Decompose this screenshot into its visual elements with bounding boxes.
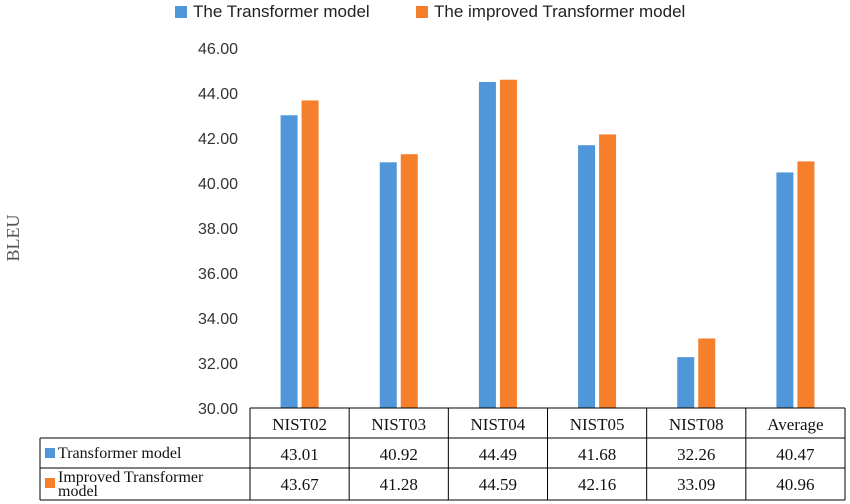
table-cell-value: 41.28: [380, 475, 418, 494]
category-label: NIST08: [669, 415, 724, 434]
table-cell-value: 41.68: [578, 445, 616, 464]
table-row-label: model: [58, 483, 99, 500]
legend-swatch-2: [416, 6, 428, 18]
data-table: NIST02 NIST03 NIST04 NIST05 NIST08 Average Tra…: [39, 407, 846, 501]
category-label: NIST05: [570, 415, 625, 434]
bar-series2-nist08: [698, 338, 716, 408]
table-cell-value: 43.01: [280, 445, 318, 464]
y-axis-label: BLEU: [3, 215, 23, 262]
category-label: NIST03: [371, 415, 426, 434]
y-tick-label: 40.00: [198, 176, 238, 193]
category-label: NIST04: [471, 415, 526, 434]
legend-label-1: The Transformer model: [193, 2, 370, 21]
table-cell-value: 32.26: [677, 445, 715, 464]
bars: [280, 79, 815, 409]
table-cell-value: 43.67: [280, 475, 319, 494]
table-cell-value: 40.92: [380, 445, 418, 464]
table-cell-value: 44.59: [479, 475, 517, 494]
legend-label-2: The improved Transformer model: [434, 2, 685, 21]
y-tick-label: 38.00: [198, 221, 238, 238]
y-tick-label: 36.00: [198, 266, 238, 283]
y-tick-label: 44.00: [198, 86, 238, 103]
table-cell-value: 44.49: [479, 445, 517, 464]
bar-series1-nist02: [280, 115, 298, 409]
table-row-swatch-1: [45, 448, 55, 458]
y-tick-label: 34.00: [198, 311, 238, 328]
bar-series2-nist04: [499, 79, 517, 408]
bar-series2-nist02: [301, 100, 319, 409]
bar-series1-nist08: [677, 357, 695, 408]
bar-series2-nist05: [599, 134, 617, 408]
y-axis: 30.00 32.00 34.00 36.00 38.00 40.00 42.00 44.00…: [198, 41, 238, 418]
category-label: Average: [767, 415, 823, 434]
y-tick-label: 42.00: [198, 131, 238, 148]
table-row-label: Transformer model: [58, 445, 182, 462]
category-label: NIST02: [272, 415, 327, 434]
table-cell-value: 40.47: [776, 445, 815, 464]
table-row-label: Improved Transformer: [58, 469, 204, 486]
bar-series1-nist05: [578, 145, 596, 408]
bar-series1-average: [776, 172, 794, 408]
legend-swatch-1: [175, 6, 187, 18]
bar-series1-nist03: [379, 162, 397, 408]
bar-series2-nist03: [400, 154, 418, 408]
legend: The Transformer model The improved Transf…: [175, 2, 685, 21]
y-tick-label: 32.00: [198, 356, 238, 373]
table-cell-value: 40.96: [776, 475, 814, 494]
bar-series2-average: [797, 161, 815, 408]
table-cell-value: 42.16: [578, 475, 616, 494]
table-row-swatch-2: [45, 478, 55, 488]
y-tick-label: 30.00: [198, 401, 238, 418]
table-cell-value: 33.09: [677, 475, 715, 494]
bar-series1-nist04: [478, 81, 496, 408]
y-tick-label: 46.00: [198, 41, 238, 58]
